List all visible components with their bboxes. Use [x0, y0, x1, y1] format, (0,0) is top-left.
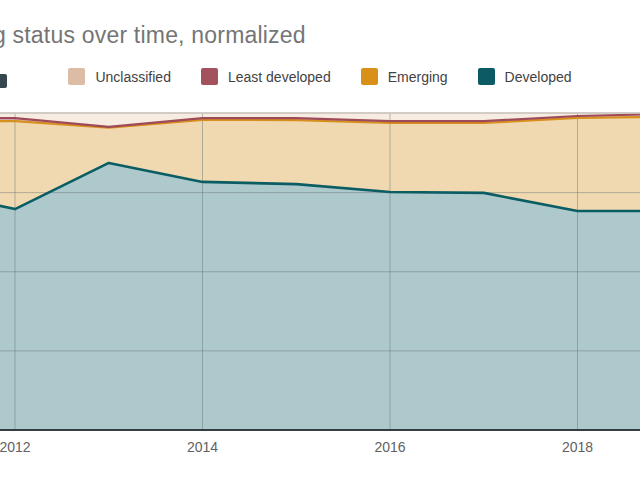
x-axis: 2012 2014 2016 2018	[0, 439, 640, 459]
x-tick-2014: 2014	[187, 439, 218, 455]
chart-page: { "title": "g status over time, normaliz…	[0, 0, 640, 480]
x-tick-2016: 2016	[374, 439, 405, 455]
x-tick-2012: 2012	[0, 439, 31, 455]
x-tick-2018: 2018	[562, 439, 593, 455]
stacked-area-chart	[0, 0, 640, 480]
